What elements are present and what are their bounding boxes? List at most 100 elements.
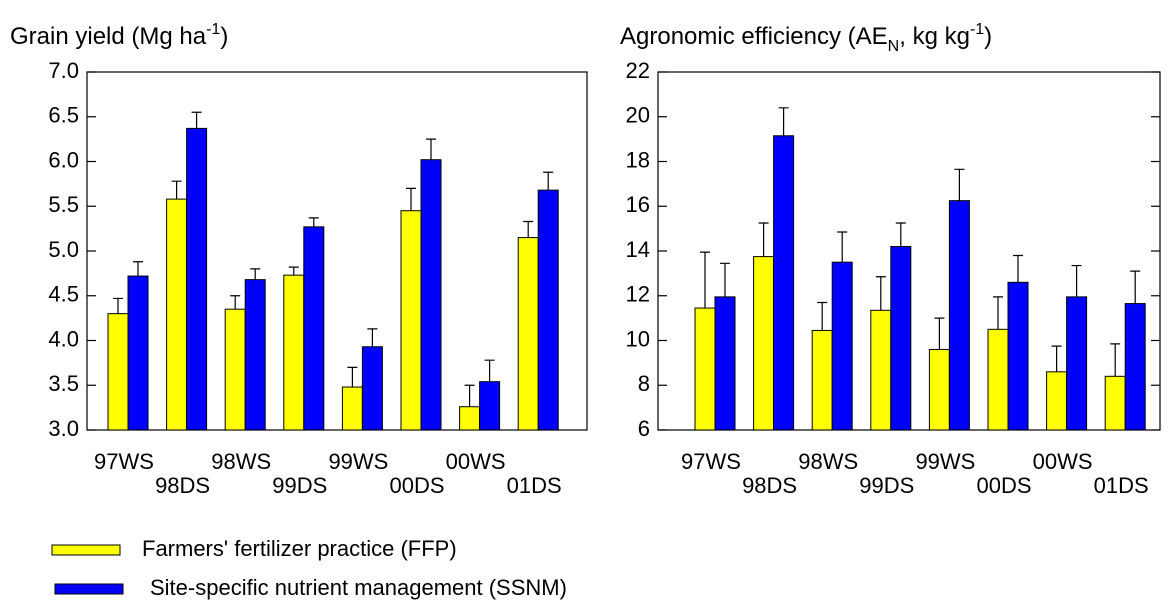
legend-swatch — [54, 583, 124, 595]
title-part: Grain yield (Mg ha — [10, 23, 207, 50]
x-tick-label: 97WS — [94, 449, 154, 474]
error-bar — [230, 295, 241, 310]
title-part: Agronomic efficiency (AE — [620, 23, 888, 50]
error-bar — [133, 261, 143, 277]
bar — [244, 279, 266, 431]
bar — [1007, 281, 1029, 431]
title-part: N — [888, 38, 900, 55]
bar — [1104, 375, 1126, 431]
y-tick-label: 16 — [626, 192, 650, 217]
x-tick-label: 98DS — [742, 473, 797, 498]
x-tick-label: 01DS — [1094, 473, 1149, 498]
y-tick-label: 7.0 — [48, 58, 79, 83]
y-tick-label: 3.5 — [48, 371, 79, 396]
title-part: , kg kg — [899, 23, 970, 50]
error-bar — [720, 262, 730, 297]
error-bar — [954, 168, 965, 201]
x-tick-label: 00WS — [446, 449, 506, 474]
x-tick-label: 99WS — [915, 449, 975, 474]
legend-label: Site-specific nutrient management (SSNM) — [150, 575, 567, 600]
error-bar — [347, 366, 358, 388]
x-tick-label: 97WS — [681, 449, 741, 474]
error-bar — [543, 171, 554, 191]
bar — [1066, 296, 1088, 431]
bar — [166, 198, 188, 431]
error-bar — [523, 220, 534, 238]
y-tick-label: 22 — [626, 58, 650, 83]
error-bar — [1130, 270, 1141, 304]
x-tick-label: 98WS — [211, 449, 271, 474]
y-tick-label: 6 — [638, 416, 650, 441]
y-tick-label: 18 — [626, 147, 650, 172]
bar — [400, 210, 422, 431]
bar — [420, 159, 442, 431]
bar — [870, 309, 892, 431]
bar — [537, 189, 559, 431]
error-bar — [778, 107, 789, 136]
bar — [1046, 371, 1068, 431]
bar — [127, 275, 149, 431]
title-part: ) — [984, 23, 992, 50]
y-tick-label: 4.0 — [48, 326, 79, 351]
error-bar — [895, 222, 906, 247]
y-tick-label: 20 — [626, 103, 650, 128]
error-bar — [817, 301, 828, 331]
error-bar — [308, 217, 319, 227]
bar — [517, 237, 539, 431]
bar — [479, 381, 501, 431]
error-bar — [700, 251, 710, 309]
bar — [341, 386, 363, 431]
y-tick-label: 12 — [626, 282, 650, 307]
title-part: -1 — [206, 21, 220, 38]
plot-frame — [86, 71, 588, 431]
x-tick-label: 98DS — [155, 473, 210, 498]
error-bar — [367, 328, 378, 347]
error-bar — [426, 138, 436, 160]
bar — [459, 406, 481, 431]
y-tick-label: 10 — [626, 326, 650, 351]
chart-title: Agronomic efficiency (AEN, kg kg-1) — [620, 21, 992, 55]
error-bar — [171, 180, 182, 200]
y-tick-label: 5.0 — [48, 237, 79, 262]
y-tick-label: 3.0 — [48, 416, 79, 441]
y-tick-label: 8 — [638, 371, 650, 396]
x-tick-label: 99DS — [272, 473, 327, 498]
bar — [773, 135, 795, 431]
x-tick-label: 00WS — [1033, 449, 1093, 474]
bar — [753, 256, 775, 431]
error-bar — [1013, 254, 1023, 283]
bar — [361, 346, 383, 431]
error-bar — [484, 359, 495, 382]
bar — [948, 200, 970, 431]
bar — [890, 246, 912, 431]
bar — [107, 313, 129, 431]
error-bar — [191, 111, 202, 129]
bar — [831, 261, 853, 431]
bar — [186, 127, 208, 431]
title-part: -1 — [970, 21, 984, 38]
bar — [811, 329, 833, 431]
error-bar — [464, 384, 475, 407]
legend-label: Farmers' fertilizer practice (FFP) — [142, 536, 457, 561]
bar — [928, 348, 950, 431]
bar — [1124, 303, 1146, 431]
error-bar — [406, 187, 416, 211]
error-bar — [758, 222, 769, 257]
title-part: ) — [220, 23, 228, 50]
x-tick-label: 99WS — [328, 449, 388, 474]
x-tick-label: 00DS — [976, 473, 1031, 498]
bar — [224, 308, 246, 431]
error-bar — [1071, 264, 1082, 297]
error-bar — [875, 276, 886, 311]
error-bar — [1110, 343, 1121, 377]
x-tick-label: 99DS — [859, 473, 914, 498]
bar — [694, 307, 716, 431]
y-tick-label: 5.5 — [48, 192, 79, 217]
error-bar — [1051, 345, 1062, 372]
legend-swatch — [51, 544, 121, 556]
error-bar — [250, 268, 261, 280]
x-tick-label: 98WS — [798, 449, 858, 474]
error-bar — [288, 266, 299, 276]
error-bar — [113, 297, 123, 314]
